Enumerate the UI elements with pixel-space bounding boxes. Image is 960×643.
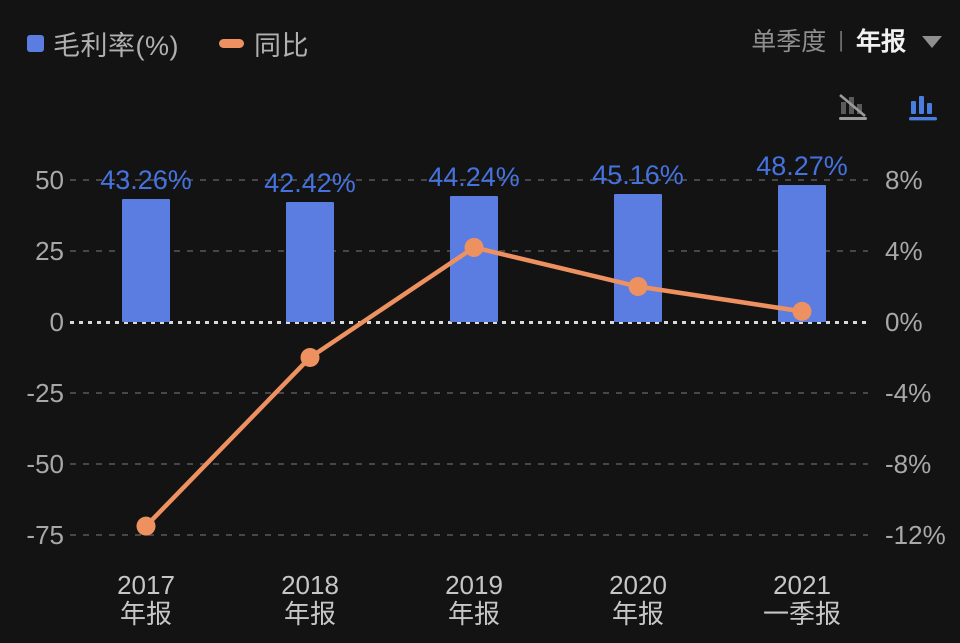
x-axis-label: 2018 年报	[230, 571, 390, 629]
legend-label-gross-margin: 毛利率(%)	[53, 31, 179, 61]
bar-value-label: 45.16%	[592, 159, 684, 190]
gridline	[70, 179, 868, 181]
x-label-year: 2020	[609, 570, 667, 600]
period-option-quarterly[interactable]: 单季度	[751, 28, 827, 56]
y-axis-right-tick: 8%	[885, 165, 923, 195]
y-axis-left-tick: 0	[49, 307, 64, 337]
y-axis-right-tick: -8%	[885, 449, 932, 479]
y-axis-left-tick: 50	[35, 165, 64, 195]
bar-series-swatch-icon	[27, 35, 44, 52]
x-label-year: 2019	[445, 570, 503, 600]
x-axis-label: 2021 一季报	[722, 571, 882, 629]
bar-gross-margin[interactable]	[122, 199, 170, 322]
x-label-period: 年报	[447, 599, 500, 629]
bar-chart-active-icon[interactable]	[904, 88, 942, 126]
y-axis-left-tick: -25	[26, 378, 64, 408]
legend-item-yoy[interactable]: 同比	[219, 24, 309, 63]
y-axis-left-tick: -75	[26, 520, 64, 550]
bar-gross-margin[interactable]	[286, 201, 334, 322]
bar-value-label: 48.27%	[756, 150, 848, 181]
x-label-year: 2017	[117, 570, 175, 600]
x-label-period: 年报	[611, 599, 664, 629]
y-axis-left-tick: 25	[35, 236, 64, 266]
legend-label-yoy: 同比	[254, 31, 309, 61]
x-axis-label: 2017 年报	[66, 571, 226, 629]
period-toggle: 单季度 | 年报	[751, 22, 942, 58]
x-label-year: 2021	[773, 570, 831, 600]
y-axis-right-tick: -12%	[885, 520, 946, 550]
legend-item-gross-margin[interactable]: 毛利率(%)	[27, 24, 179, 63]
legend: 毛利率(%) 同比	[27, 24, 309, 63]
bar-value-label: 44.24%	[428, 162, 520, 193]
y-axis-right-tick: 4%	[885, 236, 923, 266]
x-axis-label: 2019 年报	[394, 571, 554, 629]
x-label-period: 年报	[283, 599, 336, 629]
bar-gross-margin[interactable]	[614, 193, 662, 322]
bar-gross-margin[interactable]	[450, 196, 498, 322]
gridline	[70, 463, 868, 465]
gridline	[70, 534, 868, 536]
line-series-swatch-icon	[219, 39, 244, 48]
chevron-down-icon[interactable]	[922, 36, 942, 48]
period-option-annual[interactable]: 年报	[855, 28, 906, 56]
chart-type-toolbar	[834, 88, 942, 126]
bar-value-label: 42.42%	[264, 167, 356, 198]
y-axis-left-tick: -50	[26, 449, 64, 479]
gridline	[70, 392, 868, 394]
bar-gross-margin[interactable]	[778, 184, 826, 322]
x-label-period: 一季报	[762, 599, 841, 629]
y-axis-right-tick: 0%	[885, 307, 923, 337]
x-label-period: 年报	[119, 599, 172, 629]
bar-chart-crossed-icon[interactable]	[834, 88, 872, 126]
x-axis-label: 2020 年报	[558, 571, 718, 629]
period-divider: |	[838, 27, 844, 52]
bar-value-label: 43.26%	[100, 165, 192, 196]
y-axis-right-tick: -4%	[885, 378, 932, 408]
x-label-year: 2018	[281, 570, 339, 600]
